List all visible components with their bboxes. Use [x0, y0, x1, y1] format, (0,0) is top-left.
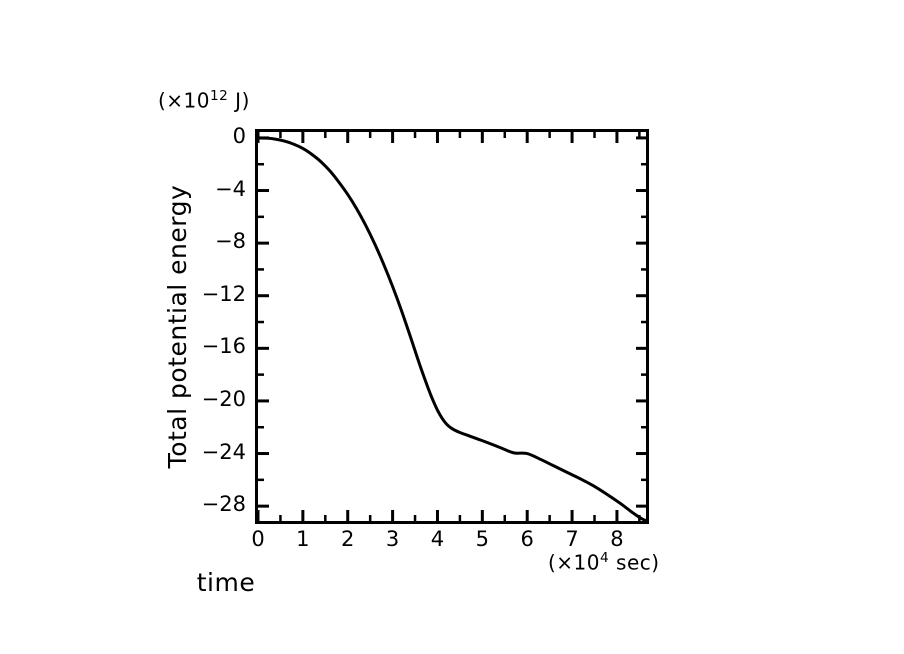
y-tick-label: −4 [215, 176, 246, 201]
y-tick-label: −8 [215, 229, 246, 254]
x-tick-label: 1 [296, 527, 310, 551]
y-tick-label: −20 [201, 386, 246, 411]
x-tick-label: 8 [610, 527, 624, 551]
x-tick-label: 3 [385, 527, 400, 551]
y-axis-title: Total potential energy [163, 184, 192, 469]
y-tick-label: −16 [201, 334, 246, 359]
x-axis-unit-label: (×104 sec) [548, 550, 660, 575]
x-tick-label: 7 [565, 527, 579, 551]
plot-frame [255, 129, 649, 524]
x-tick-label: 4 [430, 527, 445, 551]
y-tick-label: 0 [232, 123, 246, 148]
y-axis-unit-label: (×1012 J) [158, 88, 250, 113]
x-axis-title-text: time [196, 568, 256, 597]
axis-ticks [256, 132, 647, 521]
y-tick-label: −28 [201, 492, 246, 517]
x-axis-title: time [0, 568, 904, 597]
exponent: 12 [210, 88, 229, 104]
x-tick-label: 0 [251, 527, 265, 551]
y-tick-label: −12 [201, 281, 246, 306]
x-tick-label: 5 [475, 527, 490, 551]
x-tick-label: 6 [520, 527, 534, 551]
data-line-total-potential-energy [256, 136, 649, 523]
x-tick-label: 2 [341, 527, 355, 551]
exponent: 4 [600, 550, 610, 566]
y-tick-label: −24 [201, 439, 246, 464]
